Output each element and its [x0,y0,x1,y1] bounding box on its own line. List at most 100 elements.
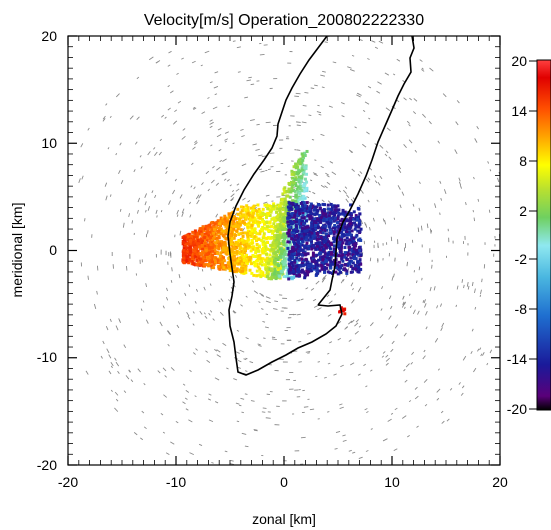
echo-cell [341,208,345,212]
clutter-mark [193,352,196,355]
echo-cell [251,241,255,245]
clutter-mark [342,439,347,442]
echo-cell [230,230,234,234]
echo-cell [190,256,194,260]
echo-cell [275,210,279,214]
clutter-mark [209,310,213,313]
echo-cell [327,240,331,244]
echo-cell [294,184,298,188]
echo-cell [272,247,276,251]
clutter-mark [470,350,473,355]
clutter-mark [471,328,474,332]
echo-cell [247,244,251,248]
echo-cell [209,239,213,243]
clutter-mark [172,189,176,195]
echo-cell [334,225,338,229]
echo-cell [306,214,310,218]
echo-cell [306,252,310,256]
echo-cell [298,182,302,186]
clutter-mark [369,322,374,327]
echo-cell [330,253,334,257]
echo-cell [244,245,248,249]
echo-cell [277,264,281,268]
echo-cell [218,242,222,246]
echo-cell [248,231,252,235]
echo-cell [303,151,307,155]
clutter-mark [108,370,112,375]
echo-cell [302,171,306,175]
echo-cell [300,216,304,220]
echo-cell [292,171,296,175]
tick-y-20: 20 [41,28,57,44]
clutter-mark [130,379,134,383]
clutter-mark [381,355,385,358]
echo-cell [265,275,269,279]
clutter-mark [449,388,453,391]
echo-cell [231,222,235,226]
echo-cell [345,271,349,275]
echo-cell [311,251,315,255]
echo-cell [300,237,304,241]
echo-cell [281,235,285,239]
echo-cell [306,210,310,214]
echo-cell [345,258,349,262]
clutter-mark [460,392,464,396]
echo-cell [217,244,221,248]
echo-cell [304,238,308,242]
echo-cell [291,199,295,203]
echo-cell [222,266,226,270]
echo-cell [185,258,189,262]
clutter-mark [440,303,442,307]
clutter-mark [327,362,331,365]
clutter-mark [328,300,333,305]
clutter-mark [365,450,369,452]
echo-cell [300,222,304,226]
echo-cell [302,222,306,226]
echo-cell [356,261,360,265]
clutter-mark [366,346,370,350]
clutter-mark [356,92,360,95]
echo-cell [233,233,237,237]
clutter-mark [179,194,183,199]
echo-cell [187,242,191,246]
echo-cell [323,270,327,274]
clutter-mark [245,357,248,360]
clutter-mark [169,90,174,94]
echo-cell [248,230,252,234]
echo-cell [203,239,207,243]
clutter-mark [473,367,477,373]
echo-cell [300,226,304,230]
clutter-mark [456,285,459,290]
clutter-mark [310,87,315,89]
echo-cell [304,225,308,229]
clutter-mark [158,151,162,156]
echo-cell [351,267,355,271]
clutter-mark [136,76,140,80]
echo-cell [325,255,329,259]
echo-cell [205,263,209,267]
echo-cell [259,275,263,279]
echo-cell [239,256,243,260]
echo-cell [198,257,202,261]
echo-cell [350,222,354,226]
clutter-mark [358,456,363,459]
echo-cell [250,234,254,238]
echo-cell [333,223,337,227]
clutter-mark [145,283,148,288]
clutter-mark [370,428,373,430]
echo-cell [305,269,309,273]
echo-cell [232,224,236,228]
clutter-mark [189,369,192,373]
clutter-mark [357,373,361,376]
clutter-mark [323,376,327,379]
echo-cell [294,209,298,213]
echo-cell [303,177,307,181]
echo-cell [194,254,198,258]
echo-cell [232,242,236,246]
echo-cell [257,224,261,228]
echo-cell [321,202,325,206]
echo-cell [257,244,261,248]
echo-cell [213,261,217,265]
echo-cell [212,227,216,231]
clutter-mark [220,298,224,302]
